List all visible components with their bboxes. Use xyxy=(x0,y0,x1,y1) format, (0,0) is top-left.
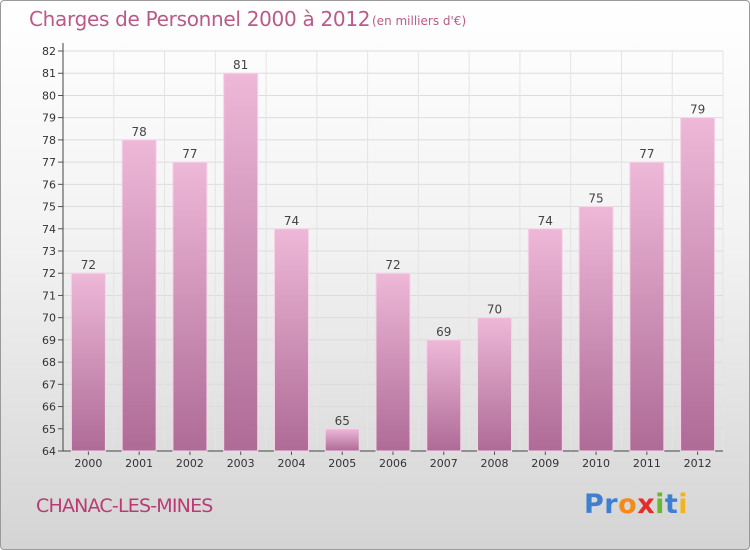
x-tick-label-2009: 2009 xyxy=(531,457,559,470)
chart-title: Charges de Personnel 2000 à 2012 xyxy=(29,7,371,31)
bar-2002 xyxy=(172,161,208,452)
logo-letter: i xyxy=(655,489,665,520)
value-label-2006: 72 xyxy=(385,258,400,272)
y-tick-label: 68 xyxy=(42,356,56,369)
bar-2005 xyxy=(324,428,360,452)
y-tick-label: 71 xyxy=(42,289,56,302)
value-label-2000: 72 xyxy=(81,258,96,272)
y-tick-label: 66 xyxy=(42,401,56,414)
x-tick-label-2006: 2006 xyxy=(379,457,407,470)
value-label-2007: 69 xyxy=(436,325,451,339)
y-tick-label: 72 xyxy=(42,267,56,280)
bar-2001 xyxy=(121,139,157,452)
logo-letter: r xyxy=(604,489,619,520)
bar-2012 xyxy=(680,117,716,452)
logo-letter: i xyxy=(678,489,689,520)
value-label-2008: 70 xyxy=(487,303,502,317)
value-label-2002: 77 xyxy=(182,147,197,161)
x-tick-label-2011: 2011 xyxy=(633,457,661,470)
y-tick-label: 77 xyxy=(42,156,56,169)
y-tick-label: 70 xyxy=(42,312,56,325)
logo-letter: o xyxy=(618,489,638,520)
logo-letter: x xyxy=(637,489,656,520)
x-tick-label-2010: 2010 xyxy=(582,457,610,470)
value-label-2005: 65 xyxy=(335,414,350,428)
bar-2003 xyxy=(223,72,259,452)
x-tick-label-2008: 2008 xyxy=(481,457,509,470)
x-tick-label-2002: 2002 xyxy=(176,457,204,470)
value-label-2003: 81 xyxy=(233,58,248,72)
x-tick-label-2004: 2004 xyxy=(277,457,305,470)
value-label-2010: 75 xyxy=(588,192,603,206)
y-tick-label: 73 xyxy=(42,245,56,258)
logo-letter: t xyxy=(664,489,679,520)
commune-name: CHANAC-LES-MINES xyxy=(36,495,213,517)
y-tick-label: 78 xyxy=(42,134,56,147)
x-tick-label-2001: 2001 xyxy=(125,457,153,470)
y-tick-label: 81 xyxy=(42,67,56,80)
value-label-2004: 74 xyxy=(284,214,299,228)
bar-2004 xyxy=(273,228,309,452)
bar-2010 xyxy=(578,206,614,452)
bar-2008 xyxy=(477,317,513,452)
y-tick-label: 65 xyxy=(42,423,56,436)
x-tick-label-2000: 2000 xyxy=(74,457,102,470)
value-label-2009: 74 xyxy=(538,214,553,228)
bar-2006 xyxy=(375,272,411,452)
logo-letter: P xyxy=(584,489,605,520)
x-tick-label-2007: 2007 xyxy=(430,457,458,470)
bar-2009 xyxy=(527,228,563,452)
x-tick-label-2005: 2005 xyxy=(328,457,356,470)
value-label-2011: 77 xyxy=(639,147,654,161)
y-tick-label: 76 xyxy=(42,178,56,191)
proxiti-logo: Proxiti xyxy=(584,489,688,520)
chart-subtitle: (en milliers d'€) xyxy=(372,14,467,28)
bar-2007 xyxy=(426,339,462,452)
y-tick-label: 69 xyxy=(42,334,56,347)
y-tick-label: 67 xyxy=(42,378,56,391)
value-label-2001: 78 xyxy=(132,125,147,139)
y-tick-label: 80 xyxy=(42,89,56,102)
x-tick-label-2003: 2003 xyxy=(227,457,255,470)
y-tick-label: 79 xyxy=(42,112,56,125)
x-tick-label-2012: 2012 xyxy=(684,457,712,470)
y-tick-label: 82 xyxy=(42,45,56,58)
y-tick-label: 75 xyxy=(42,201,56,214)
value-label-2012: 79 xyxy=(690,103,705,117)
y-tick-label: 74 xyxy=(42,223,56,236)
bar-2000 xyxy=(70,272,106,452)
bar-2011 xyxy=(629,161,665,452)
y-tick-label: 64 xyxy=(42,445,56,458)
